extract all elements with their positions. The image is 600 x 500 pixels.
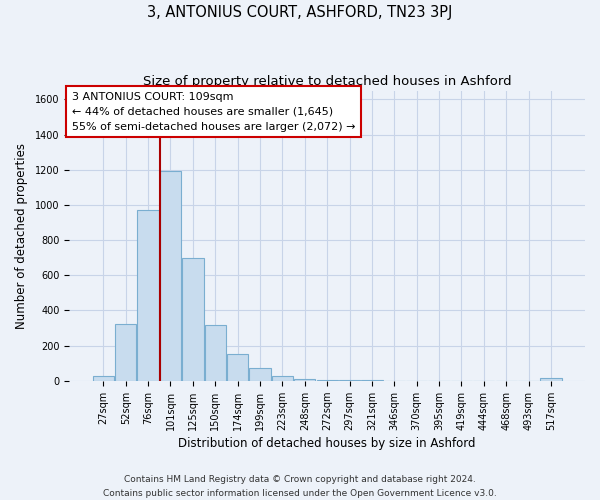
Bar	[115, 324, 136, 381]
Bar	[182, 258, 203, 381]
Text: 3 ANTONIUS COURT: 109sqm
← 44% of detached houses are smaller (1,645)
55% of sem: 3 ANTONIUS COURT: 109sqm ← 44% of detach…	[72, 92, 355, 132]
Bar	[339, 380, 360, 381]
Y-axis label: Number of detached properties: Number of detached properties	[15, 142, 28, 328]
Bar	[250, 368, 271, 381]
Text: Contains HM Land Registry data © Crown copyright and database right 2024.
Contai: Contains HM Land Registry data © Crown c…	[103, 476, 497, 498]
Bar	[540, 378, 562, 381]
Bar	[160, 170, 181, 381]
X-axis label: Distribution of detached houses by size in Ashford: Distribution of detached houses by size …	[178, 437, 476, 450]
Bar	[227, 354, 248, 381]
Bar	[205, 326, 226, 381]
Title: Size of property relative to detached houses in Ashford: Size of property relative to detached ho…	[143, 75, 511, 88]
Bar	[137, 210, 159, 381]
Bar	[93, 376, 114, 381]
Bar	[294, 379, 316, 381]
Bar	[272, 376, 293, 381]
Bar	[317, 380, 338, 381]
Text: 3, ANTONIUS COURT, ASHFORD, TN23 3PJ: 3, ANTONIUS COURT, ASHFORD, TN23 3PJ	[148, 5, 452, 20]
